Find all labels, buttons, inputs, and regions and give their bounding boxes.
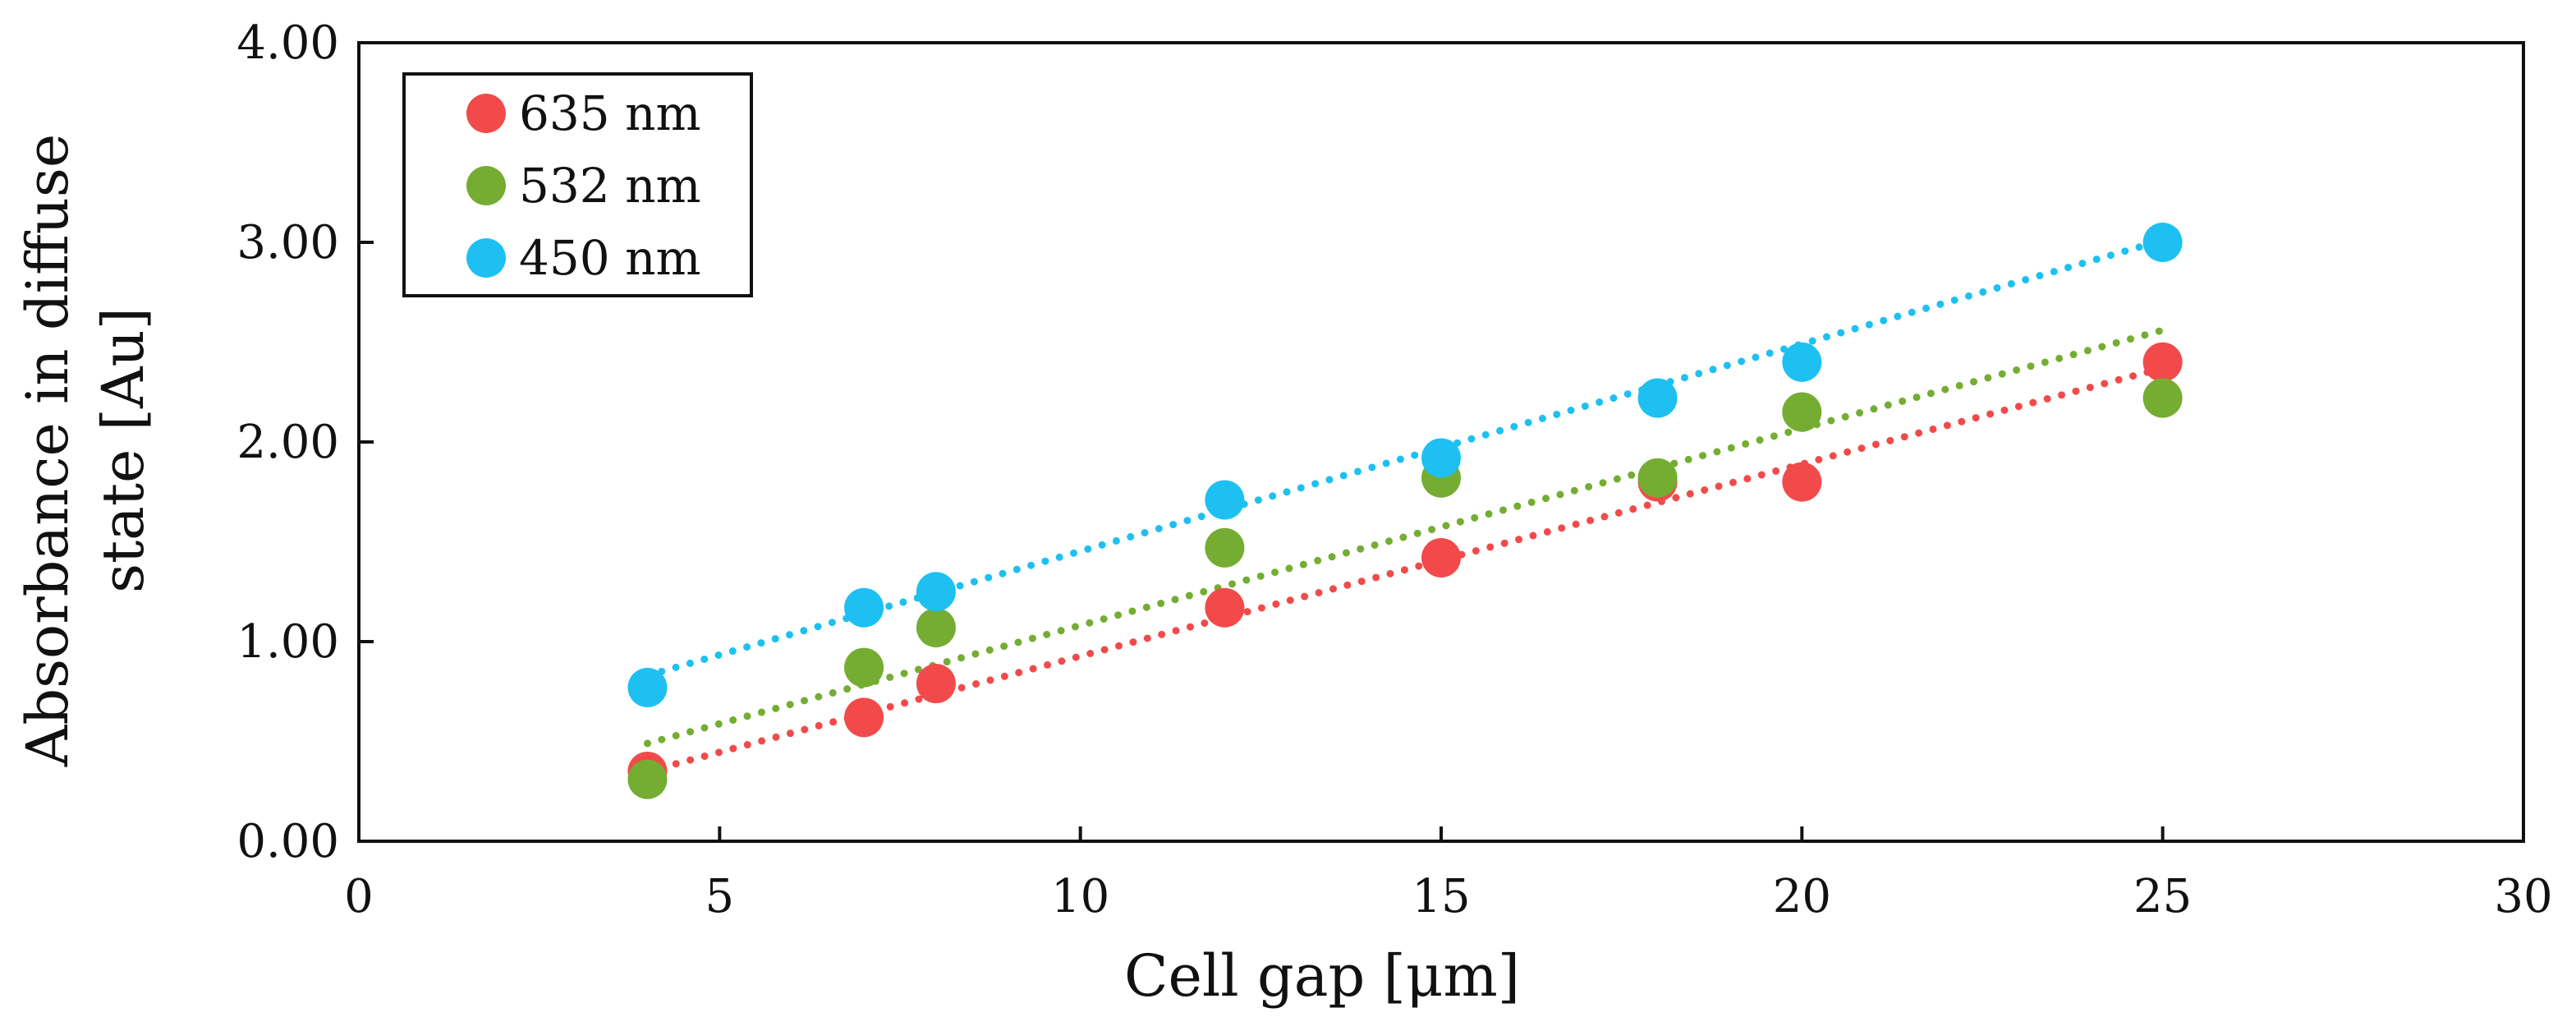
y-axis-label-line-2: state [Au] xyxy=(90,307,157,593)
x-axis-ticks: 0 5 10 15 20 25 30 xyxy=(344,826,2553,923)
data-point xyxy=(1421,537,1461,578)
y-tick-label: 0.00 xyxy=(236,815,339,868)
data-point xyxy=(916,572,956,612)
trendline xyxy=(643,326,2167,748)
legend-label: 532 nm xyxy=(519,158,701,214)
x-tick-label: 5 xyxy=(705,870,735,923)
data-point xyxy=(1421,438,1461,478)
data-point xyxy=(1205,480,1245,520)
x-tick-label: 25 xyxy=(2133,870,2192,923)
data-point xyxy=(627,759,668,799)
y-tick-label: 2.00 xyxy=(236,416,339,469)
x-axis-label: Cell gap [μm] xyxy=(1124,942,1520,1010)
data-point xyxy=(2142,342,2183,382)
data-point xyxy=(1205,587,1245,628)
data-point xyxy=(1782,392,1822,432)
trendlines xyxy=(643,237,2167,776)
data-point xyxy=(844,647,884,688)
data-point xyxy=(2142,223,2183,262)
legend-marker xyxy=(466,238,506,278)
data-point xyxy=(1782,342,1822,382)
y-tick-label: 3.00 xyxy=(236,216,339,269)
trendline xyxy=(643,364,2167,776)
data-point xyxy=(916,607,956,647)
legend-marker xyxy=(466,166,506,205)
trendline xyxy=(643,237,2167,679)
legend-label: 635 nm xyxy=(519,85,701,141)
data-point xyxy=(1782,462,1822,502)
data-point xyxy=(1637,458,1678,498)
y-tick-label: 4.00 xyxy=(236,16,339,70)
data-point xyxy=(627,667,668,707)
data-point xyxy=(916,664,956,704)
legend: 635 nm 532 nm 450 nm xyxy=(402,72,753,297)
data-point xyxy=(1637,378,1678,418)
data-point xyxy=(844,587,884,628)
data-points xyxy=(627,223,2183,799)
legend-box xyxy=(402,72,753,297)
x-tick-label: 0 xyxy=(344,870,374,923)
data-point xyxy=(844,697,884,738)
x-tick-label: 20 xyxy=(1773,870,1831,923)
x-tick-label: 30 xyxy=(2494,870,2552,923)
data-point xyxy=(2142,378,2183,418)
y-tick-label: 1.00 xyxy=(236,615,339,669)
x-tick-label: 15 xyxy=(1412,870,1470,923)
x-tick-label: 10 xyxy=(1051,870,1109,923)
legend-marker xyxy=(466,94,506,133)
y-axis-label: Absorbance in diffuse state [Au] xyxy=(14,134,157,767)
legend-label: 450 nm xyxy=(519,230,701,286)
data-point xyxy=(1205,527,1245,568)
y-axis-ticks: 0.00 1.00 2.00 3.00 4.00 xyxy=(236,16,374,868)
y-axis-label-line-1: Absorbance in diffuse xyxy=(14,134,81,767)
